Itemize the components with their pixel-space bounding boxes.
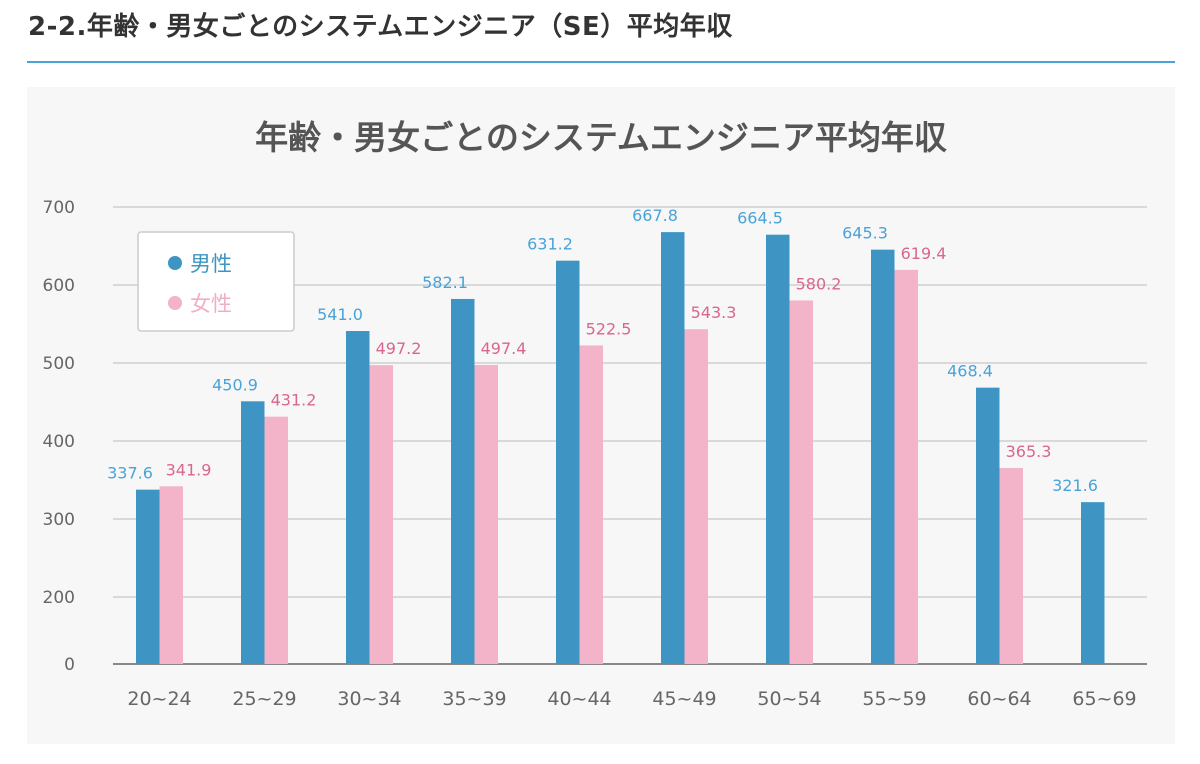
bars xyxy=(136,232,1105,664)
legend-box xyxy=(137,231,295,332)
bar-female xyxy=(474,365,498,664)
y-tick-label: 600 xyxy=(43,276,75,296)
bar-female xyxy=(684,329,708,664)
data-label-female: 497.4 xyxy=(481,339,527,358)
x-tick-label: 55~59 xyxy=(862,688,926,710)
bar-female xyxy=(579,345,603,664)
x-axis-ticks: 20~24 25~29 30~34 35~39 40~44 45~49 50~54 55~59… xyxy=(127,688,1136,710)
x-tick-label: 45~49 xyxy=(652,688,716,710)
bar-male xyxy=(661,232,685,664)
data-label-male: 645.3 xyxy=(842,224,888,243)
bar-chart: 年齢・男女ごとのシステムエンジニア平均年収 0 200 300 400 500 600 70… xyxy=(43,118,1147,710)
data-label-female: 431.2 xyxy=(271,391,317,410)
bar-male xyxy=(451,298,475,664)
bar-female xyxy=(894,269,918,664)
bar-female xyxy=(999,468,1023,664)
data-label-female: 341.9 xyxy=(166,460,212,479)
bar-female xyxy=(159,486,183,664)
data-labels: 337.6 341.9 450.9 431.2 541.0 497.2 582.1 497.4… xyxy=(107,206,1098,495)
y-tick-label: 300 xyxy=(43,510,75,530)
x-tick-label: 20~24 xyxy=(127,688,191,710)
bar-male xyxy=(556,260,580,664)
data-label-female: 619.4 xyxy=(901,244,947,263)
chart-title: 年齢・男女ごとのシステムエンジニア平均年収 xyxy=(255,118,948,157)
y-axis-ticks: 0 200 300 400 500 600 700 xyxy=(43,198,75,675)
bar-male xyxy=(871,249,895,664)
x-tick-label: 65~69 xyxy=(1072,688,1136,710)
data-label-female: 580.2 xyxy=(796,274,842,293)
x-tick-label: 50~54 xyxy=(757,688,821,710)
bar-female xyxy=(369,365,393,664)
x-tick-label: 25~29 xyxy=(232,688,296,710)
data-label-male: 321.6 xyxy=(1052,476,1098,495)
legend-female-marker xyxy=(168,296,182,310)
bar-male xyxy=(1081,502,1105,664)
data-label-male: 541.0 xyxy=(317,305,363,324)
data-label-male: 450.9 xyxy=(212,375,258,394)
x-tick-label: 30~34 xyxy=(337,688,401,710)
bar-male xyxy=(766,234,790,664)
legend[interactable]: 男性 女性 xyxy=(137,231,295,332)
chart-panel: 年齢・男女ごとのシステムエンジニア平均年収 0 200 300 400 500 600 70… xyxy=(27,87,1175,744)
data-label-male: 667.8 xyxy=(632,206,678,225)
legend-female-label: 女性 xyxy=(190,292,232,316)
data-label-male: 631.2 xyxy=(527,235,573,254)
data-label-male: 664.5 xyxy=(737,209,783,228)
y-tick-label: 500 xyxy=(43,354,75,374)
data-label-female: 522.5 xyxy=(586,319,632,338)
bar-male xyxy=(976,387,1000,664)
bar-female xyxy=(264,416,288,664)
data-label-male: 582.1 xyxy=(422,273,468,292)
heading-divider xyxy=(27,61,1175,63)
data-label-male: 468.4 xyxy=(947,362,993,381)
y-tick-label: 0 xyxy=(64,655,75,675)
data-label-female: 543.3 xyxy=(691,303,737,322)
y-tick-label: 700 xyxy=(43,198,75,218)
x-tick-label: 40~44 xyxy=(547,688,611,710)
bar-female xyxy=(789,300,813,664)
data-label-female: 497.2 xyxy=(376,339,422,358)
bar-male xyxy=(136,489,160,664)
y-tick-label: 200 xyxy=(43,588,75,608)
bar-male xyxy=(346,331,370,664)
section-heading: 2-2.年齢・男女ごとのシステムエンジニア（SE）平均年収 xyxy=(28,12,733,42)
x-tick-label: 60~64 xyxy=(967,688,1031,710)
data-label-female: 365.3 xyxy=(1006,442,1052,461)
legend-male-marker xyxy=(168,256,182,270)
bar-male xyxy=(241,401,265,664)
y-tick-label: 400 xyxy=(43,432,75,452)
x-tick-label: 35~39 xyxy=(442,688,506,710)
data-label-male: 337.6 xyxy=(107,464,153,483)
legend-male-label: 男性 xyxy=(190,252,232,276)
